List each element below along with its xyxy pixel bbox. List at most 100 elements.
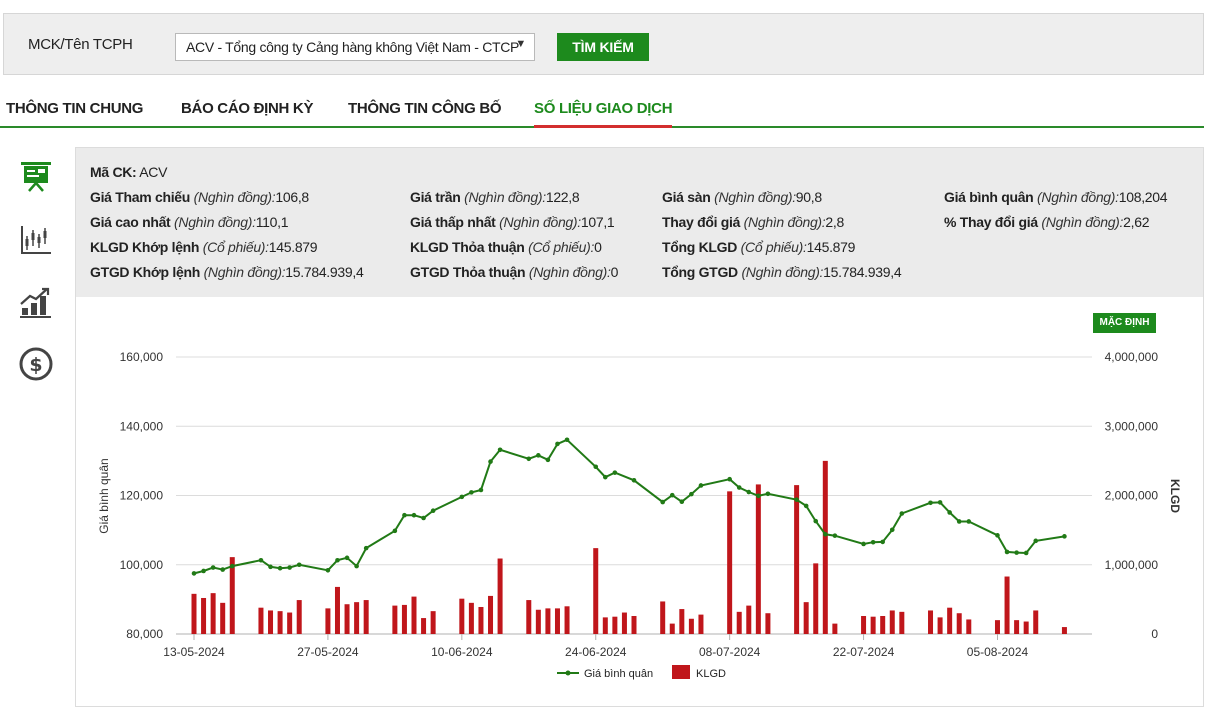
- price-point[interactable]: [689, 491, 694, 497]
- price-point[interactable]: [430, 508, 436, 514]
- volume-bar[interactable]: [526, 600, 532, 634]
- volume-bar[interactable]: [430, 611, 436, 634]
- volume-bar[interactable]: [363, 600, 369, 634]
- volume-bar[interactable]: [334, 586, 340, 634]
- volume-bar[interactable]: [660, 601, 666, 634]
- price-point[interactable]: [296, 562, 302, 568]
- chevron-down-icon[interactable]: ▼: [515, 38, 526, 50]
- price-point[interactable]: [889, 527, 895, 533]
- volume-bar[interactable]: [354, 602, 360, 634]
- volume-bar[interactable]: [210, 593, 216, 634]
- price-point[interactable]: [545, 457, 551, 463]
- tab-general-info[interactable]: THÔNG TIN CHUNG: [6, 100, 144, 117]
- price-point[interactable]: [937, 500, 943, 505]
- price-point[interactable]: [268, 564, 273, 570]
- price-point[interactable]: [1023, 550, 1029, 556]
- volume-bar[interactable]: [1004, 576, 1010, 634]
- price-point[interactable]: [229, 563, 235, 569]
- volume-bar[interactable]: [220, 602, 226, 634]
- volume-bar[interactable]: [736, 611, 742, 634]
- volume-bar[interactable]: [861, 615, 867, 634]
- volume-bar[interactable]: [229, 557, 235, 634]
- price-point[interactable]: [756, 493, 761, 499]
- volume-bar[interactable]: [956, 613, 962, 634]
- price-point[interactable]: [765, 491, 771, 497]
- volume-bar[interactable]: [277, 611, 283, 634]
- price-point[interactable]: [736, 485, 742, 490]
- price-point[interactable]: [335, 557, 340, 563]
- price-point[interactable]: [603, 474, 608, 480]
- price-point[interactable]: [880, 539, 885, 545]
- volume-bar[interactable]: [593, 548, 599, 634]
- volume-bar[interactable]: [1023, 621, 1029, 634]
- volume-bar[interactable]: [191, 593, 197, 634]
- volume-bar[interactable]: [755, 484, 761, 634]
- price-point[interactable]: [469, 490, 474, 495]
- volume-bar[interactable]: [268, 610, 274, 634]
- price-point[interactable]: [956, 519, 962, 524]
- price-point[interactable]: [928, 500, 933, 506]
- price-point[interactable]: [1062, 534, 1067, 539]
- volume-bar[interactable]: [287, 612, 293, 634]
- price-point[interactable]: [536, 453, 541, 458]
- price-point[interactable]: [421, 515, 426, 521]
- price-point[interactable]: [593, 464, 599, 470]
- volume-bar[interactable]: [459, 598, 465, 634]
- candlestick-chart-icon[interactable]: [18, 222, 54, 258]
- volume-bar[interactable]: [535, 609, 541, 634]
- price-point[interactable]: [823, 531, 828, 537]
- volume-bar[interactable]: [296, 600, 302, 634]
- price-point[interactable]: [478, 487, 484, 493]
- price-point[interactable]: [899, 511, 905, 516]
- tab-disclosures[interactable]: THÔNG TIN CÔNG BỐ: [348, 100, 502, 117]
- volume-bar[interactable]: [631, 615, 637, 634]
- price-point[interactable]: [660, 499, 665, 505]
- volume-bar[interactable]: [497, 558, 503, 634]
- volume-bar[interactable]: [937, 617, 943, 634]
- legend-label-volume[interactable]: KLGD: [696, 668, 726, 680]
- volume-bar[interactable]: [803, 602, 809, 634]
- price-point[interactable]: [354, 563, 359, 569]
- volume-bar[interactable]: [688, 618, 694, 634]
- volume-bar[interactable]: [813, 563, 819, 634]
- volume-bar[interactable]: [822, 460, 828, 634]
- presentation-board-icon[interactable]: [18, 158, 54, 194]
- price-point[interactable]: [191, 571, 197, 576]
- default-view-button[interactable]: MẶC ĐỊNH: [1093, 313, 1156, 333]
- price-point[interactable]: [402, 512, 407, 518]
- price-point[interactable]: [813, 518, 819, 524]
- price-point[interactable]: [727, 476, 732, 482]
- volume-bar[interactable]: [727, 491, 733, 634]
- volume-bar[interactable]: [870, 616, 876, 634]
- dollar-coin-icon[interactable]: $: [18, 346, 54, 382]
- volume-bar[interactable]: [564, 606, 570, 634]
- volume-bar[interactable]: [392, 605, 398, 634]
- price-point[interactable]: [612, 470, 618, 475]
- volume-bar[interactable]: [401, 604, 407, 634]
- volume-bar[interactable]: [947, 607, 953, 634]
- price-point[interactable]: [679, 499, 685, 505]
- volume-bar[interactable]: [765, 613, 771, 634]
- price-point[interactable]: [363, 545, 369, 551]
- price-point[interactable]: [459, 494, 465, 500]
- price-point[interactable]: [392, 528, 398, 534]
- volume-bar[interactable]: [669, 623, 675, 634]
- volume-bar[interactable]: [478, 606, 484, 634]
- search-button[interactable]: TÌM KIẾM: [557, 33, 649, 61]
- volume-bar[interactable]: [602, 617, 608, 634]
- volume-bar[interactable]: [325, 608, 331, 634]
- legend-label-price[interactable]: Giá bình quân: [584, 668, 653, 680]
- price-point[interactable]: [258, 557, 264, 563]
- price-point[interactable]: [995, 533, 1000, 538]
- volume-bar[interactable]: [621, 612, 627, 634]
- volume-bar[interactable]: [1033, 610, 1039, 634]
- price-point[interactable]: [325, 567, 331, 573]
- price-point[interactable]: [277, 565, 283, 571]
- company-select[interactable]: ACV - Tổng công ty Cảng hàng không Việt …: [175, 33, 535, 61]
- volume-bar[interactable]: [880, 615, 886, 634]
- price-point[interactable]: [210, 565, 216, 570]
- price-point[interactable]: [1033, 538, 1039, 544]
- volume-bar[interactable]: [1061, 627, 1067, 634]
- volume-bar[interactable]: [612, 616, 618, 634]
- volume-bar[interactable]: [545, 608, 551, 634]
